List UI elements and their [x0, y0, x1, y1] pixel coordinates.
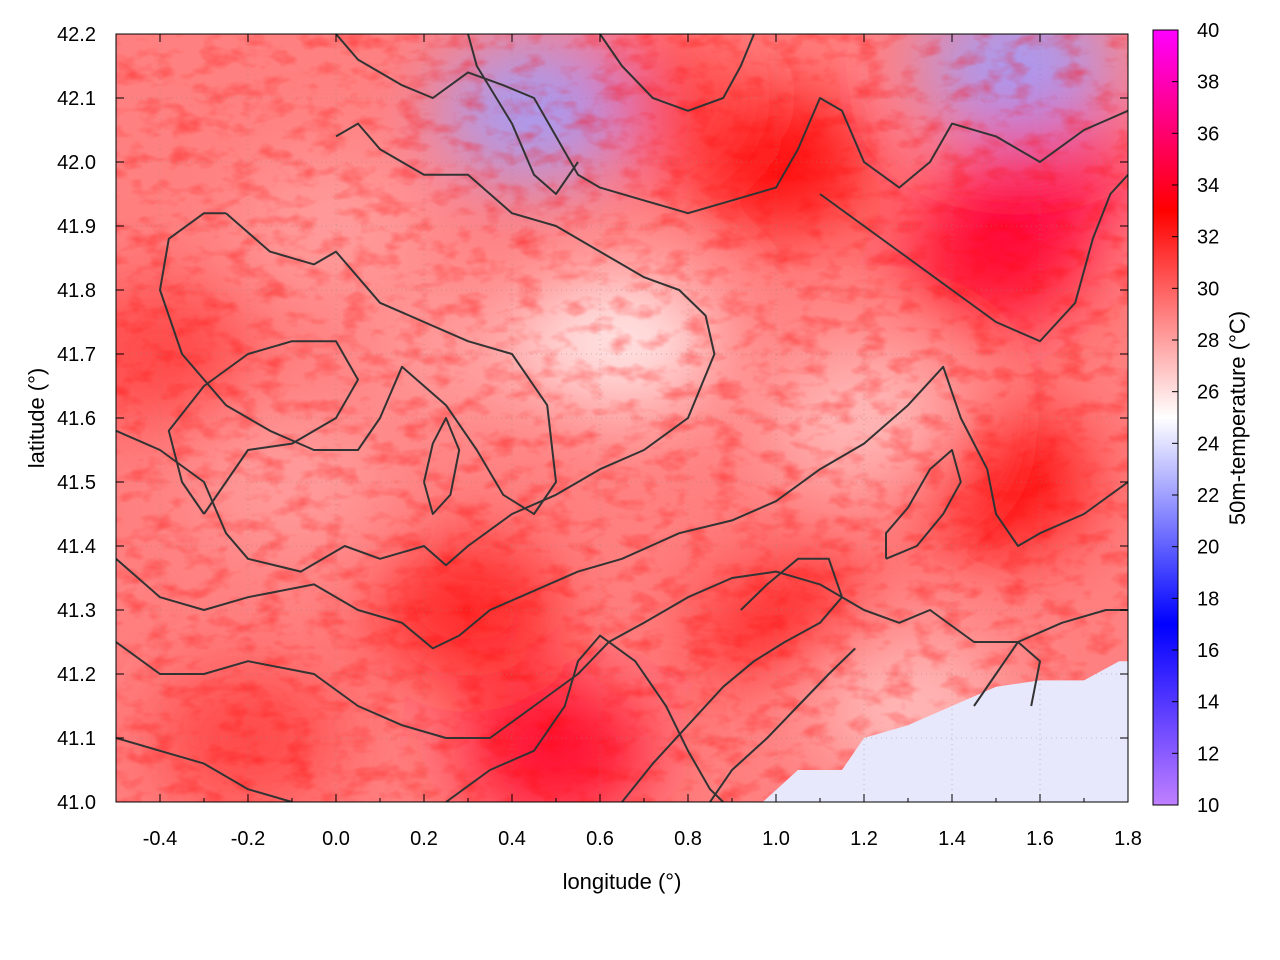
colorbar-tick-label: 34 — [1197, 175, 1219, 197]
colorbar-tick-label: 10 — [1197, 795, 1219, 817]
x-tick-label: 1.0 — [762, 828, 790, 850]
colorbar-ticks: 10 12 14 16 18 20 22 24 26 28 30 32 34 36 38 40 — [1172, 20, 1219, 817]
y-tick-label: 41.8 — [57, 280, 96, 302]
colorbar-tick-label: 40 — [1197, 20, 1219, 42]
x-tick-label: 1.4 — [938, 828, 966, 850]
contour-line-3 — [116, 570, 1128, 739]
x-tick-label: 1.2 — [850, 828, 878, 850]
colorbar: 10 12 14 16 18 20 22 24 26 28 30 32 34 36 38 40 — [1152, 20, 1219, 817]
y-tick-label: 41.5 — [57, 472, 96, 494]
heatmap-field — [116, 34, 1128, 802]
y-axis: 41.0 41.1 41.2 41.3 41.4 41.5 41.6 41.7 41.8 41.9… — [57, 24, 1128, 814]
y-tick-label: 42.1 — [57, 88, 96, 110]
y-tick-label: 41.6 — [57, 408, 96, 430]
contour-line-12 — [167, 340, 359, 515]
y-tick-label: 41.3 — [57, 600, 96, 622]
contour-line-7 — [709, 647, 856, 802]
x-tick-label: -0.4 — [143, 828, 177, 850]
y-tick-label: 41.4 — [57, 536, 96, 558]
contour-line-15 — [973, 641, 1041, 707]
contour-line-10 — [819, 174, 1128, 343]
colorbar-tick-label: 30 — [1197, 278, 1219, 300]
y-tick-label: 42.2 — [57, 24, 96, 46]
colorbar-tick-label: 22 — [1197, 485, 1219, 507]
colorbar-tick-label: 36 — [1197, 123, 1219, 145]
y-axis-label: latitude (°) — [24, 368, 49, 469]
colorbar-tick-label: 38 — [1197, 72, 1219, 94]
contour-line-11 — [467, 34, 579, 195]
contour-line-14 — [885, 449, 962, 560]
x-tick-label: 0.2 — [410, 828, 438, 850]
x-tick-label: -0.2 — [231, 828, 265, 850]
x-tick-label: 0.6 — [586, 828, 614, 850]
x-tick-label: 0.0 — [322, 828, 350, 850]
colorbar-tick-label: 12 — [1197, 743, 1219, 765]
y-tick-label: 42.0 — [57, 152, 96, 174]
colorbar-label: 50m-temperature (°C) — [1225, 311, 1250, 525]
colorbar-tick-label: 28 — [1197, 330, 1219, 352]
y-tick-label: 41.7 — [57, 344, 96, 366]
colorbar-tick-label: 20 — [1197, 537, 1219, 559]
contour-line-6 — [621, 557, 843, 802]
y-tick-label: 41.9 — [57, 216, 96, 238]
contour-line-1 — [159, 212, 557, 515]
contour-line-9 — [599, 34, 755, 112]
colorbar-tick-label: 24 — [1197, 433, 1219, 455]
x-tick-label: 1.6 — [1026, 828, 1054, 850]
contour-line-0 — [116, 122, 716, 573]
colorbar-scale — [1152, 29, 1179, 806]
elevation-contours — [116, 34, 1128, 802]
contour-line-4 — [116, 737, 293, 802]
x-axis-label: longitude (°) — [563, 869, 682, 894]
y-tick-label: 41.2 — [57, 664, 96, 686]
x-axis: -0.4 -0.2 0.0 0.2 0.4 0.6 0.8 1.0 1.2 1.4 1.6 1.8 — [115, 34, 1142, 850]
x-tick-label: 0.8 — [674, 828, 702, 850]
contour-line-5 — [445, 634, 724, 802]
y-tick-label: 41.0 — [57, 792, 96, 814]
x-tick-label: 0.4 — [498, 828, 526, 850]
colorbar-tick-label: 16 — [1197, 640, 1219, 662]
y-tick-label: 41.1 — [57, 728, 96, 750]
contour-line-2 — [116, 365, 1128, 650]
contour-line-8 — [335, 34, 1128, 215]
contour-line-13 — [423, 417, 461, 515]
colorbar-tick-label: 26 — [1197, 382, 1219, 404]
colorbar-tick-label: 18 — [1197, 588, 1219, 610]
x-tick-label: 1.8 — [1114, 828, 1142, 850]
colorbar-tick-label: 32 — [1197, 227, 1219, 249]
colorbar-tick-label: 14 — [1197, 692, 1219, 714]
sea-region — [740, 661, 1128, 802]
